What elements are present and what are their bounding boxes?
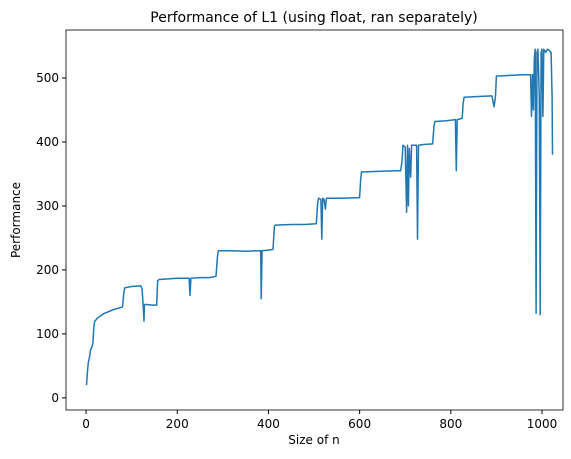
x-tick-label: 800 <box>439 417 462 431</box>
y-tick-label: 400 <box>36 135 59 149</box>
y-tick-label: 100 <box>36 327 59 341</box>
x-tick-label: 600 <box>348 417 371 431</box>
x-tick-label: 400 <box>257 417 280 431</box>
x-tick-label: 1000 <box>527 417 558 431</box>
chart-title: Performance of L1 (using float, ran sepa… <box>150 10 477 26</box>
y-tick-label: 300 <box>36 199 59 213</box>
y-tick-label: 0 <box>51 391 59 405</box>
y-axis-label: Performance <box>9 182 23 258</box>
y-tick-label: 500 <box>36 71 59 85</box>
data-line <box>85 48 554 386</box>
x-axis-label: Size of n <box>288 433 339 447</box>
y-tick-label: 200 <box>36 263 59 277</box>
x-tick-label: 200 <box>166 417 189 431</box>
x-tick-label: 0 <box>82 417 90 431</box>
plot-frame <box>65 29 564 411</box>
